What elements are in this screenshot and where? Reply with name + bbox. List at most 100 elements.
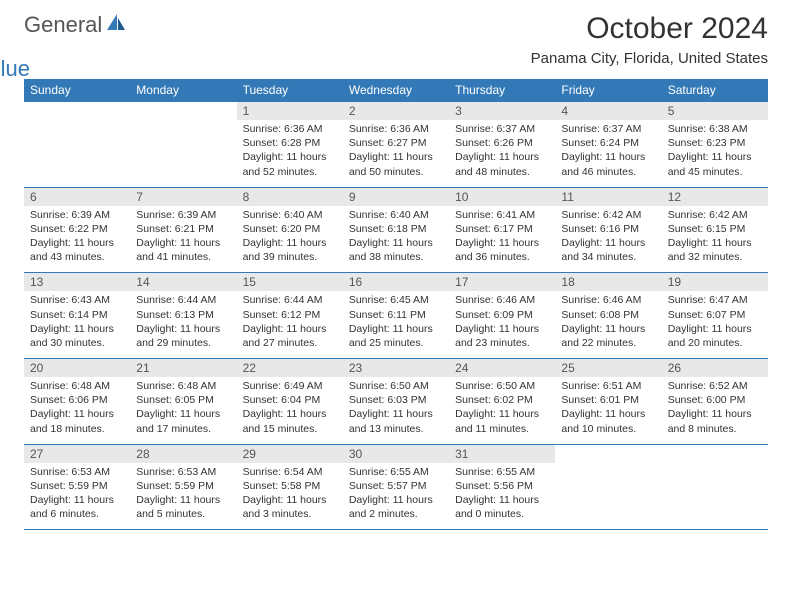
- calendar-day-cell: 13Sunrise: 6:43 AMSunset: 6:14 PMDayligh…: [24, 273, 130, 359]
- daylight-text: Daylight: 11 hours and 48 minutes.: [455, 150, 549, 178]
- daylight-text: Daylight: 11 hours and 39 minutes.: [243, 236, 337, 264]
- sunset-text: Sunset: 6:02 PM: [455, 393, 549, 407]
- day-details: Sunrise: 6:52 AMSunset: 6:00 PMDaylight:…: [662, 377, 768, 444]
- day-details: Sunrise: 6:49 AMSunset: 6:04 PMDaylight:…: [237, 377, 343, 444]
- sunset-text: Sunset: 6:13 PM: [136, 308, 230, 322]
- day-number: 31: [449, 445, 555, 463]
- calendar-day-cell: 29Sunrise: 6:54 AMSunset: 5:58 PMDayligh…: [237, 444, 343, 530]
- calendar-table: Sunday Monday Tuesday Wednesday Thursday…: [24, 79, 768, 530]
- day-details: Sunrise: 6:46 AMSunset: 6:09 PMDaylight:…: [449, 291, 555, 358]
- daylight-text: Daylight: 11 hours and 18 minutes.: [30, 407, 124, 435]
- daylight-text: Daylight: 11 hours and 2 minutes.: [349, 493, 443, 521]
- day-number: 9: [343, 188, 449, 206]
- sunset-text: Sunset: 6:08 PM: [561, 308, 655, 322]
- sunrise-text: Sunrise: 6:50 AM: [349, 379, 443, 393]
- weekday-header: Thursday: [449, 79, 555, 102]
- day-details: Sunrise: 6:48 AMSunset: 6:05 PMDaylight:…: [130, 377, 236, 444]
- calendar-day-cell: 18Sunrise: 6:46 AMSunset: 6:08 PMDayligh…: [555, 273, 661, 359]
- calendar-day-cell: 20Sunrise: 6:48 AMSunset: 6:06 PMDayligh…: [24, 359, 130, 445]
- sunrise-text: Sunrise: 6:42 AM: [668, 208, 762, 222]
- calendar-week-row: ..1Sunrise: 6:36 AMSunset: 6:28 PMDaylig…: [24, 102, 768, 188]
- month-title: October 2024: [531, 12, 768, 46]
- calendar-day-cell: 6Sunrise: 6:39 AMSunset: 6:22 PMDaylight…: [24, 187, 130, 273]
- calendar-day-cell: 23Sunrise: 6:50 AMSunset: 6:03 PMDayligh…: [343, 359, 449, 445]
- daylight-text: Daylight: 11 hours and 22 minutes.: [561, 322, 655, 350]
- day-details: Sunrise: 6:36 AMSunset: 6:28 PMDaylight:…: [237, 120, 343, 187]
- sunrise-text: Sunrise: 6:42 AM: [561, 208, 655, 222]
- day-details: Sunrise: 6:36 AMSunset: 6:27 PMDaylight:…: [343, 120, 449, 187]
- calendar-week-row: 27Sunrise: 6:53 AMSunset: 5:59 PMDayligh…: [24, 444, 768, 530]
- weekday-header: Wednesday: [343, 79, 449, 102]
- daylight-text: Daylight: 11 hours and 34 minutes.: [561, 236, 655, 264]
- sunset-text: Sunset: 6:01 PM: [561, 393, 655, 407]
- sunrise-text: Sunrise: 6:37 AM: [455, 122, 549, 136]
- daylight-text: Daylight: 11 hours and 23 minutes.: [455, 322, 549, 350]
- calendar-day-cell: 15Sunrise: 6:44 AMSunset: 6:12 PMDayligh…: [237, 273, 343, 359]
- day-details: Sunrise: 6:43 AMSunset: 6:14 PMDaylight:…: [24, 291, 130, 358]
- day-details: Sunrise: 6:40 AMSunset: 6:18 PMDaylight:…: [343, 206, 449, 273]
- daylight-text: Daylight: 11 hours and 3 minutes.: [243, 493, 337, 521]
- daylight-text: Daylight: 11 hours and 6 minutes.: [30, 493, 124, 521]
- calendar-day-cell: 10Sunrise: 6:41 AMSunset: 6:17 PMDayligh…: [449, 187, 555, 273]
- sunrise-text: Sunrise: 6:41 AM: [455, 208, 549, 222]
- day-number: 28: [130, 445, 236, 463]
- sunrise-text: Sunrise: 6:46 AM: [561, 293, 655, 307]
- daylight-text: Daylight: 11 hours and 38 minutes.: [349, 236, 443, 264]
- day-number: 6: [24, 188, 130, 206]
- day-number: 11: [555, 188, 661, 206]
- calendar-day-cell: 30Sunrise: 6:55 AMSunset: 5:57 PMDayligh…: [343, 444, 449, 530]
- sunset-text: Sunset: 6:05 PM: [136, 393, 230, 407]
- sunset-text: Sunset: 6:20 PM: [243, 222, 337, 236]
- day-details: Sunrise: 6:37 AMSunset: 6:24 PMDaylight:…: [555, 120, 661, 187]
- day-number: 19: [662, 273, 768, 291]
- weekday-header: Monday: [130, 79, 236, 102]
- calendar-day-cell: 17Sunrise: 6:46 AMSunset: 6:09 PMDayligh…: [449, 273, 555, 359]
- day-details: Sunrise: 6:54 AMSunset: 5:58 PMDaylight:…: [237, 463, 343, 530]
- weekday-header: Saturday: [662, 79, 768, 102]
- calendar-day-cell: 12Sunrise: 6:42 AMSunset: 6:15 PMDayligh…: [662, 187, 768, 273]
- sunrise-text: Sunrise: 6:40 AM: [349, 208, 443, 222]
- sunset-text: Sunset: 6:22 PM: [30, 222, 124, 236]
- sunrise-text: Sunrise: 6:39 AM: [136, 208, 230, 222]
- calendar-day-cell: 9Sunrise: 6:40 AMSunset: 6:18 PMDaylight…: [343, 187, 449, 273]
- weekday-header-row: Sunday Monday Tuesday Wednesday Thursday…: [24, 79, 768, 102]
- daylight-text: Daylight: 11 hours and 30 minutes.: [30, 322, 124, 350]
- calendar-day-cell: .: [662, 444, 768, 530]
- daylight-text: Daylight: 11 hours and 32 minutes.: [668, 236, 762, 264]
- logo-sail-icon: [105, 12, 127, 35]
- day-details: Sunrise: 6:44 AMSunset: 6:13 PMDaylight:…: [130, 291, 236, 358]
- day-number: 25: [555, 359, 661, 377]
- day-details: Sunrise: 6:48 AMSunset: 6:06 PMDaylight:…: [24, 377, 130, 444]
- day-details: Sunrise: 6:37 AMSunset: 6:26 PMDaylight:…: [449, 120, 555, 187]
- sunset-text: Sunset: 5:56 PM: [455, 479, 549, 493]
- page-header: General Blue October 2024 Panama City, F…: [0, 0, 792, 71]
- day-number: 15: [237, 273, 343, 291]
- day-details: Sunrise: 6:40 AMSunset: 6:20 PMDaylight:…: [237, 206, 343, 273]
- daylight-text: Daylight: 11 hours and 45 minutes.: [668, 150, 762, 178]
- sunrise-text: Sunrise: 6:46 AM: [455, 293, 549, 307]
- day-number: 1: [237, 102, 343, 120]
- day-details: Sunrise: 6:50 AMSunset: 6:03 PMDaylight:…: [343, 377, 449, 444]
- daylight-text: Daylight: 11 hours and 46 minutes.: [561, 150, 655, 178]
- daylight-text: Daylight: 11 hours and 36 minutes.: [455, 236, 549, 264]
- day-number: 23: [343, 359, 449, 377]
- sunrise-text: Sunrise: 6:44 AM: [243, 293, 337, 307]
- day-number: 12: [662, 188, 768, 206]
- daylight-text: Daylight: 11 hours and 25 minutes.: [349, 322, 443, 350]
- calendar-body: .. 1Sunrise: 6:36 AMSunset: 6:28 PMDaylig…: [24, 102, 768, 530]
- calendar-day-cell: .: [24, 102, 130, 188]
- day-number: 27: [24, 445, 130, 463]
- day-details: Sunrise: 6:47 AMSunset: 6:07 PMDaylight:…: [662, 291, 768, 358]
- sunrise-text: Sunrise: 6:37 AM: [561, 122, 655, 136]
- daylight-text: Daylight: 11 hours and 41 minutes.: [136, 236, 230, 264]
- sunrise-text: Sunrise: 6:51 AM: [561, 379, 655, 393]
- sunrise-text: Sunrise: 6:54 AM: [243, 465, 337, 479]
- sunset-text: Sunset: 6:23 PM: [668, 136, 762, 150]
- calendar-day-cell: .: [555, 444, 661, 530]
- sunset-text: Sunset: 6:16 PM: [561, 222, 655, 236]
- daylight-text: Daylight: 11 hours and 13 minutes.: [349, 407, 443, 435]
- sunset-text: Sunset: 6:28 PM: [243, 136, 337, 150]
- sunrise-text: Sunrise: 6:44 AM: [136, 293, 230, 307]
- calendar-day-cell: 2Sunrise: 6:36 AMSunset: 6:27 PMDaylight…: [343, 102, 449, 188]
- daylight-text: Daylight: 11 hours and 8 minutes.: [668, 407, 762, 435]
